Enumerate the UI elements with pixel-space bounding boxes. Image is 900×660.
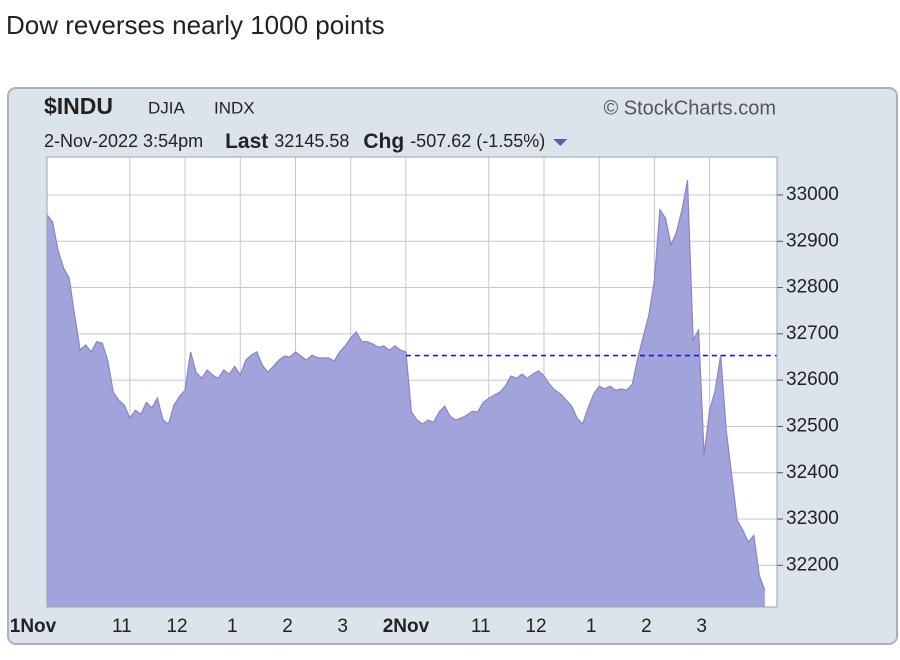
chg-label: Chg (363, 130, 404, 153)
x-tick-label: 1Nov (10, 616, 57, 637)
exchange: INDX (214, 98, 255, 117)
x-tick-label: 11 (471, 616, 491, 637)
x-tick-label: 3 (337, 616, 348, 637)
y-tick-label: 32500 (786, 415, 839, 436)
y-tick-label: 33000 (786, 184, 839, 205)
chg-value: -507.62 (410, 131, 471, 151)
x-tick-label: 1 (227, 616, 238, 637)
source: © StockCharts.com (603, 97, 776, 119)
x-tick-label: 2Nov (383, 616, 430, 637)
price-line (46, 179, 766, 591)
x-tick-label: 11 (112, 616, 132, 637)
area-fill (47, 180, 765, 607)
change-arrow (553, 139, 568, 146)
y-tick-label: 32700 (786, 323, 839, 344)
last-label: Last (225, 130, 268, 153)
y-tick-label: 32800 (786, 277, 839, 298)
chart-title: Dow reverses nearly 1000 points (6, 10, 385, 40)
x-tick-label: 12 (525, 616, 546, 637)
chg-pct: (-1.55%) (476, 131, 545, 151)
last-value: 32145.58 (274, 131, 349, 151)
x-tick-label: 2 (641, 616, 652, 637)
x-tick-label: 2 (282, 616, 293, 637)
y-tick-label: 32900 (786, 230, 839, 251)
y-tick-label: 32200 (786, 554, 839, 575)
date: 2-Nov-2022 3:54pm (44, 131, 203, 151)
x-tick-label: 1 (586, 616, 597, 637)
plot-border (46, 156, 778, 608)
symbol: $INDU (44, 93, 113, 119)
quote-line: 2-Nov-2022 3:54pm Last 32145.58 Chg -507.62(… (44, 130, 545, 153)
x-tick-label: 12 (166, 616, 187, 637)
y-tick-label: 32600 (786, 369, 839, 390)
y-tick-label: 32400 (786, 462, 839, 483)
index-name: DJIA (148, 98, 186, 117)
x-tick-label: 3 (696, 616, 707, 637)
y-tick-label: 32300 (786, 508, 839, 529)
